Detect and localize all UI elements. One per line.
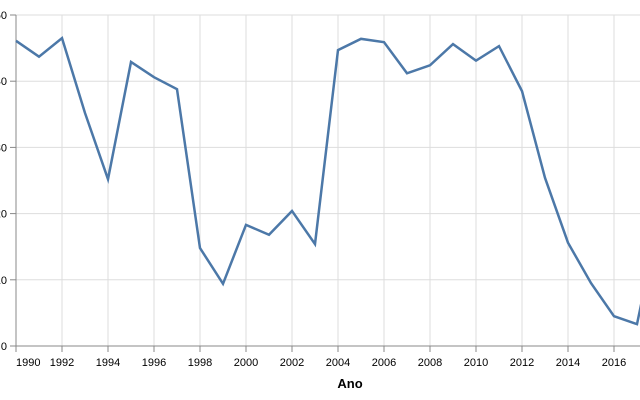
x-tick-label: 2014 (556, 357, 580, 369)
y-tick-label: 50 (0, 10, 7, 22)
x-tick-label: 2002 (280, 357, 304, 369)
x-tick-label: 2010 (464, 357, 488, 369)
x-tick-label: 2008 (418, 357, 442, 369)
x-tick-label: 2004 (326, 357, 350, 369)
x-tick-label: 2012 (510, 357, 534, 369)
x-tick-label: 1990 (16, 357, 40, 369)
y-tick-label: 20 (0, 209, 7, 221)
y-tick-label: 10 (0, 275, 7, 287)
x-tick-label: 1994 (96, 357, 120, 369)
x-tick-label: 1998 (188, 357, 212, 369)
x-axis-title: Ano (337, 376, 362, 391)
y-tick-label: 40 (0, 76, 7, 88)
x-tick-label: 2006 (372, 357, 396, 369)
x-tick-label: 1992 (50, 357, 74, 369)
x-tick-label: 2000 (234, 357, 258, 369)
y-tick-label: 30 (0, 142, 7, 154)
x-tick-label: 2016 (602, 357, 626, 369)
x-tick-label: 1996 (142, 357, 166, 369)
line (15, 36, 640, 326)
y-tick-label: 0 (1, 341, 7, 353)
